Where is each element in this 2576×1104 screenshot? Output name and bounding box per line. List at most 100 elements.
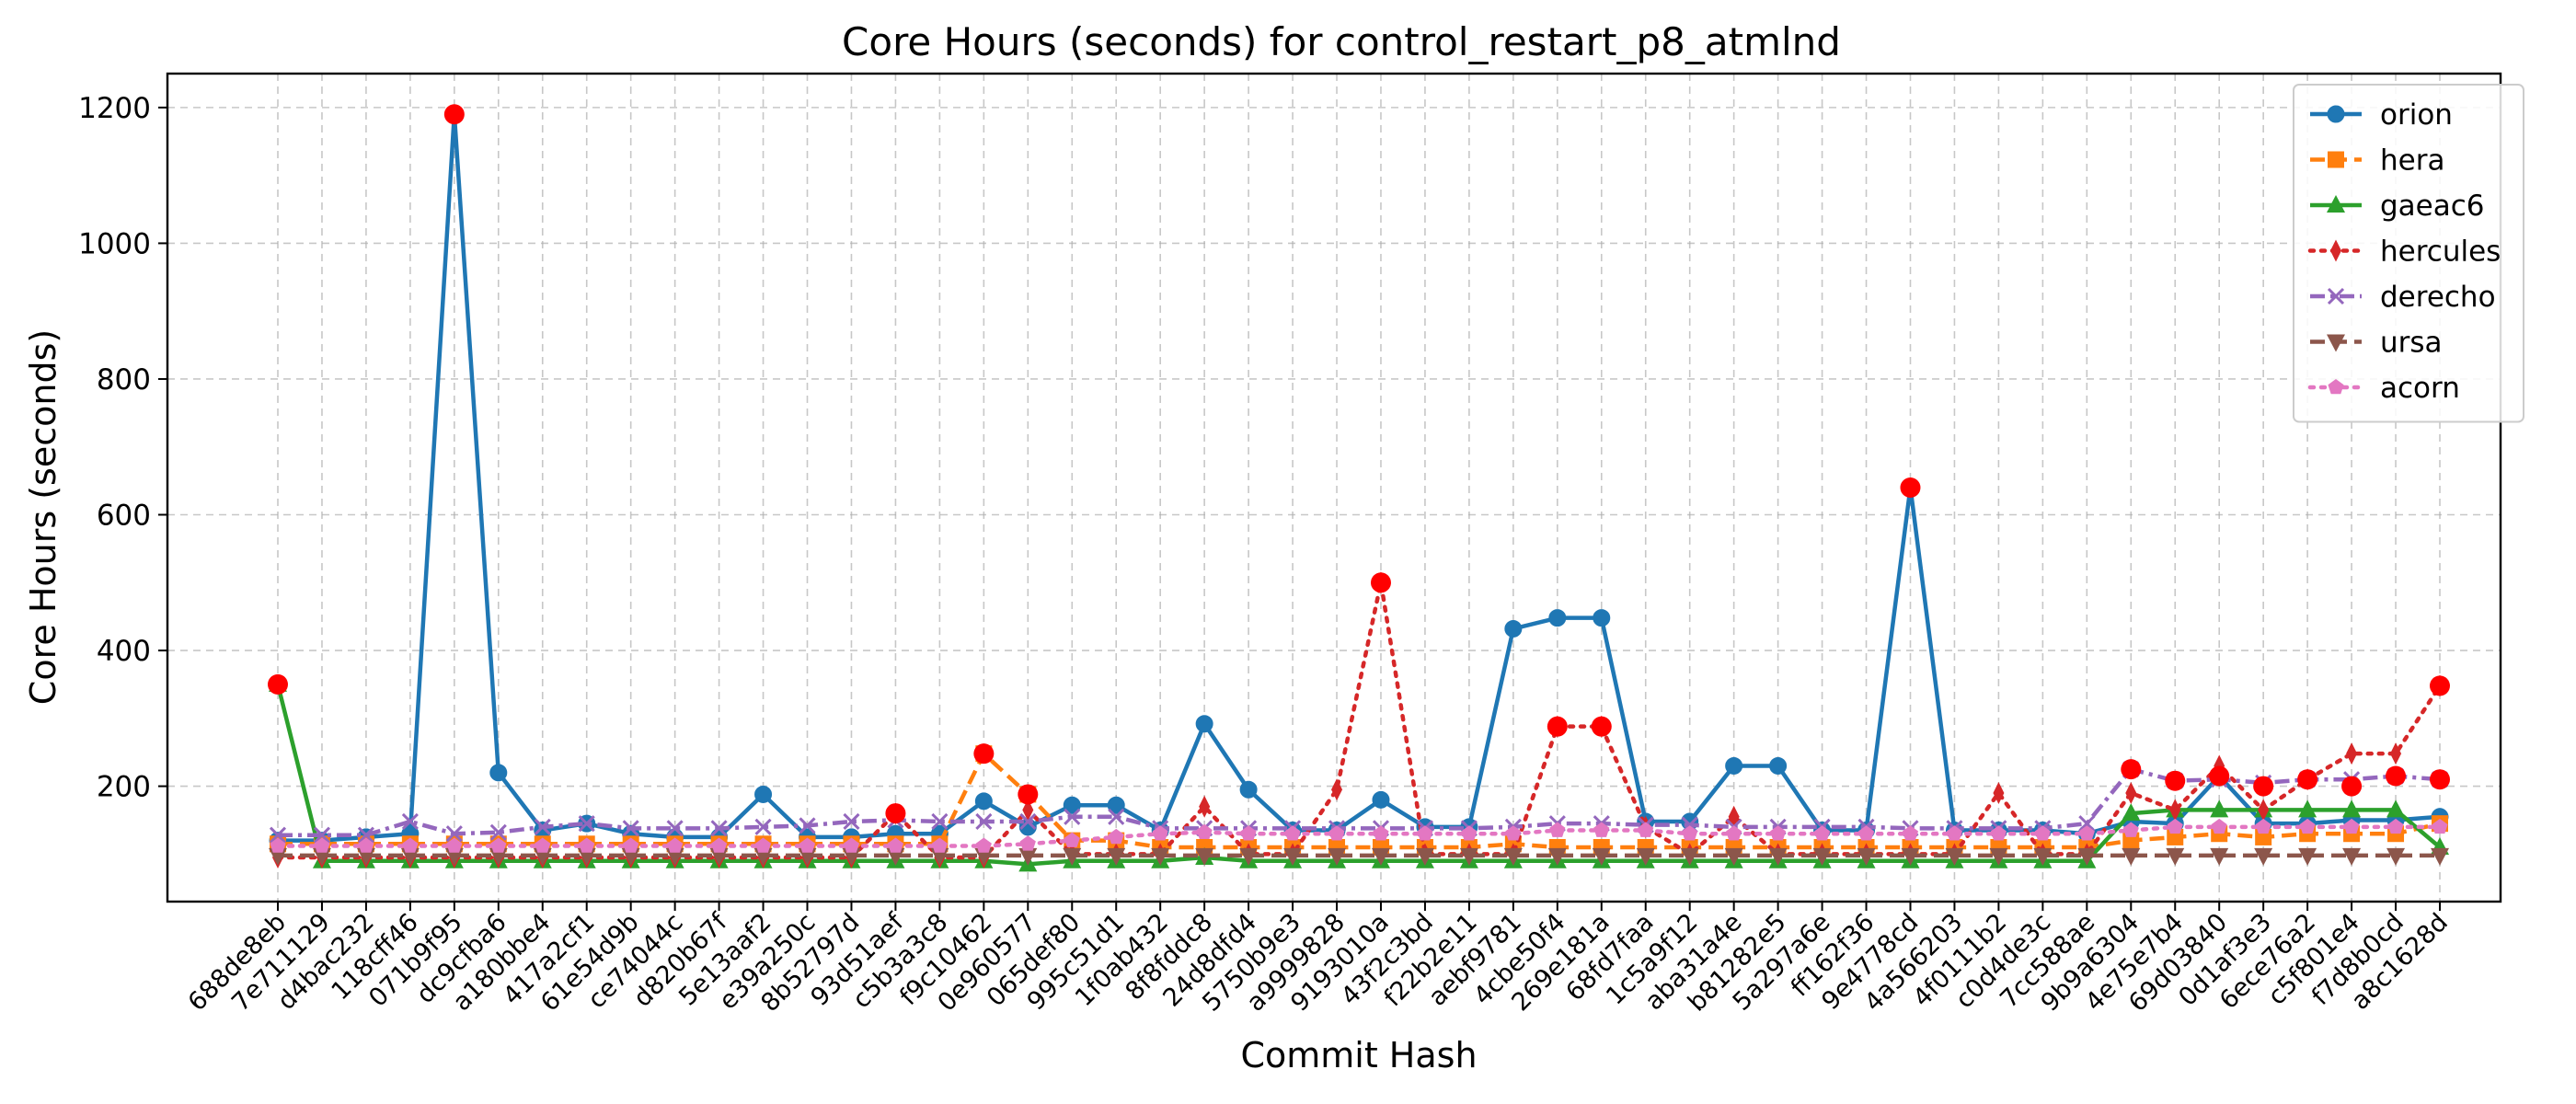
data-point-orion bbox=[1107, 796, 1125, 814]
anomaly-marker bbox=[443, 104, 465, 125]
legend-marker-orion bbox=[2327, 105, 2345, 123]
data-point-derecho bbox=[578, 815, 595, 833]
data-point-hercules bbox=[2258, 799, 2270, 822]
legend-marker-hera bbox=[2328, 151, 2344, 168]
data-point-derecho bbox=[799, 817, 816, 834]
data-point-acorn bbox=[1328, 825, 1345, 841]
chart-title: Core Hours (seconds) for control_restart… bbox=[842, 19, 1841, 64]
data-point-acorn bbox=[535, 837, 551, 853]
data-point-acorn bbox=[2078, 825, 2095, 841]
data-point-acorn bbox=[1284, 825, 1301, 841]
data-point-acorn bbox=[843, 837, 860, 853]
data-point-gaeac6 bbox=[2386, 799, 2406, 818]
data-point-orion bbox=[974, 792, 993, 811]
data-point-acorn bbox=[1857, 825, 1875, 841]
data-point-ursa bbox=[1239, 847, 1259, 866]
x-axis-label: Commit Hash bbox=[1240, 1035, 1477, 1075]
anomaly-marker bbox=[973, 743, 995, 765]
data-point-orion bbox=[1548, 609, 1567, 627]
data-point-acorn bbox=[490, 837, 507, 853]
data-point-acorn bbox=[1417, 825, 1433, 841]
data-point-derecho bbox=[710, 820, 728, 837]
legend-label-derecho: derecho bbox=[2380, 281, 2496, 314]
data-point-ursa bbox=[1547, 847, 1567, 866]
legend-label-ursa: ursa bbox=[2380, 327, 2443, 360]
anomaly-marker bbox=[2121, 759, 2142, 780]
anomaly-marker bbox=[2341, 776, 2363, 797]
data-point-acorn bbox=[2255, 818, 2271, 834]
legend-entry-ursa: ursa bbox=[2310, 327, 2443, 360]
legend-marker-derecho bbox=[2327, 287, 2345, 305]
data-point-ursa bbox=[1459, 847, 1478, 866]
data-point-acorn bbox=[1770, 825, 1787, 841]
data-point-acorn bbox=[1593, 822, 1610, 837]
data-point-derecho bbox=[1019, 812, 1037, 831]
data-point-ursa bbox=[1592, 847, 1611, 866]
data-point-orion bbox=[1195, 715, 1213, 733]
data-point-ursa bbox=[1195, 847, 1214, 866]
y-tick-label: 600 bbox=[97, 500, 151, 533]
data-point-acorn bbox=[1064, 832, 1080, 847]
data-point-orion bbox=[1372, 790, 1390, 809]
data-point-derecho bbox=[534, 818, 551, 835]
data-point-ursa bbox=[2122, 847, 2141, 866]
data-point-derecho bbox=[754, 818, 772, 835]
data-point-acorn bbox=[2122, 822, 2139, 837]
data-point-ursa bbox=[1415, 847, 1434, 866]
anomaly-marker bbox=[1591, 716, 1612, 737]
anomaly-marker bbox=[2165, 770, 2186, 791]
data-point-acorn bbox=[1902, 825, 1919, 841]
data-point-acorn bbox=[358, 837, 374, 853]
legend-marker-gaeac6 bbox=[2327, 195, 2345, 213]
series-lines bbox=[269, 105, 2449, 872]
data-point-acorn bbox=[2167, 818, 2183, 834]
data-point-ursa bbox=[2342, 847, 2362, 866]
series-line-derecho bbox=[278, 766, 2441, 837]
data-point-derecho bbox=[401, 812, 419, 831]
data-point-acorn bbox=[711, 837, 728, 853]
data-point-derecho bbox=[666, 820, 684, 837]
data-point-acorn bbox=[1549, 822, 1566, 837]
legend-label-orion: orion bbox=[2380, 98, 2453, 132]
data-point-hercules bbox=[2346, 742, 2358, 765]
anomaly-marker bbox=[1547, 716, 1568, 737]
data-point-acorn bbox=[799, 837, 816, 853]
axes: 688de8eb7e711129d4bac232118cff46071b9f95… bbox=[78, 92, 2454, 1018]
series-acorn bbox=[270, 818, 2448, 853]
data-point-ursa bbox=[2166, 847, 2185, 866]
data-point-acorn bbox=[1726, 825, 1742, 841]
legend-entry-orion: orion bbox=[2310, 98, 2453, 132]
data-point-derecho bbox=[489, 823, 507, 841]
data-point-orion bbox=[1239, 780, 1258, 799]
anomaly-marker bbox=[2430, 769, 2450, 790]
data-point-orion bbox=[1769, 756, 1788, 775]
data-point-ursa bbox=[1063, 847, 1082, 866]
data-point-acorn bbox=[579, 837, 595, 853]
data-point-orion bbox=[489, 764, 508, 782]
data-point-gaeac6 bbox=[2122, 803, 2141, 822]
anomaly-marker bbox=[2209, 765, 2230, 787]
data-point-ursa bbox=[1371, 847, 1390, 866]
anomaly-marker bbox=[1018, 784, 1039, 805]
data-point-derecho bbox=[975, 812, 993, 831]
data-point-ursa bbox=[1151, 847, 1170, 866]
legend-entry-hera: hera bbox=[2310, 144, 2444, 178]
data-point-gaeac6 bbox=[2342, 799, 2362, 818]
data-point-acorn bbox=[2343, 818, 2360, 834]
legend: orion hera gaeac6 hercules derecho ursa acorn bbox=[2293, 84, 2524, 423]
data-point-orion bbox=[1063, 796, 1081, 814]
y-tick-label: 400 bbox=[97, 635, 151, 668]
data-point-derecho bbox=[2078, 815, 2096, 833]
data-point-orion bbox=[1504, 619, 1523, 638]
data-point-acorn bbox=[2432, 818, 2448, 834]
data-point-hercules bbox=[2390, 742, 2402, 765]
data-point-ursa bbox=[1768, 847, 1788, 866]
data-point-ursa bbox=[1989, 847, 2008, 866]
series-line-acorn bbox=[275, 824, 2443, 848]
data-point-acorn bbox=[2034, 825, 2051, 841]
anomaly-marker bbox=[2253, 776, 2274, 797]
data-point-acorn bbox=[1240, 825, 1257, 841]
data-point-derecho bbox=[1064, 808, 1081, 825]
